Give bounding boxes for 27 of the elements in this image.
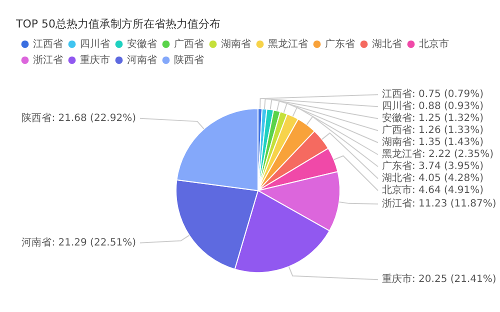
data-label: 安徽省: 1.25 (1.32%) (382, 112, 484, 124)
data-label: 广东省: 3.74 (3.95%) (382, 160, 484, 172)
legend-label: 湖南省 (221, 38, 251, 50)
legend-label: 重庆市 (80, 54, 110, 66)
legend-label: 安徽省 (127, 38, 157, 50)
data-label: 陕西省: 21.68 (22.92%) (22, 112, 136, 124)
legend-label: 河南省 (127, 54, 157, 66)
data-label: 湖北省: 4.05 (4.28%) (382, 172, 484, 184)
data-label: 重庆市: 20.25 (21.41%) (382, 273, 496, 286)
chart-title: TOP 50总热力值承制方所在省热力值分布 (15, 17, 221, 30)
legend-label: 广西省 (174, 38, 204, 50)
data-label: 广西省: 1.26 (1.33%) (382, 124, 484, 136)
legend-label: 广东省 (325, 38, 355, 50)
legend-label: 江西省 (33, 38, 63, 50)
legend-label: 浙江省 (33, 54, 63, 66)
legend-label: 北京市 (419, 38, 449, 50)
data-label: 浙江省: 11.23 (11.87%) (382, 198, 496, 210)
data-label: 黑龙江省: 2.22 (2.35%) (382, 148, 494, 160)
legend-label: 湖北省 (372, 38, 402, 50)
data-label: 四川省: 0.88 (0.93%) (382, 100, 484, 112)
legend-label: 陕西省 (174, 54, 204, 66)
data-label: 湖南省: 1.35 (1.43%) (382, 136, 484, 148)
legend-label: 黑龙江省 (268, 38, 308, 50)
data-label: 江西省: 0.75 (0.79%) (382, 88, 484, 100)
legend-label: 四川省 (80, 38, 110, 50)
data-label: 北京市: 4.64 (4.91%) (382, 184, 484, 196)
data-label: 河南省: 21.29 (22.51%) (22, 236, 136, 249)
